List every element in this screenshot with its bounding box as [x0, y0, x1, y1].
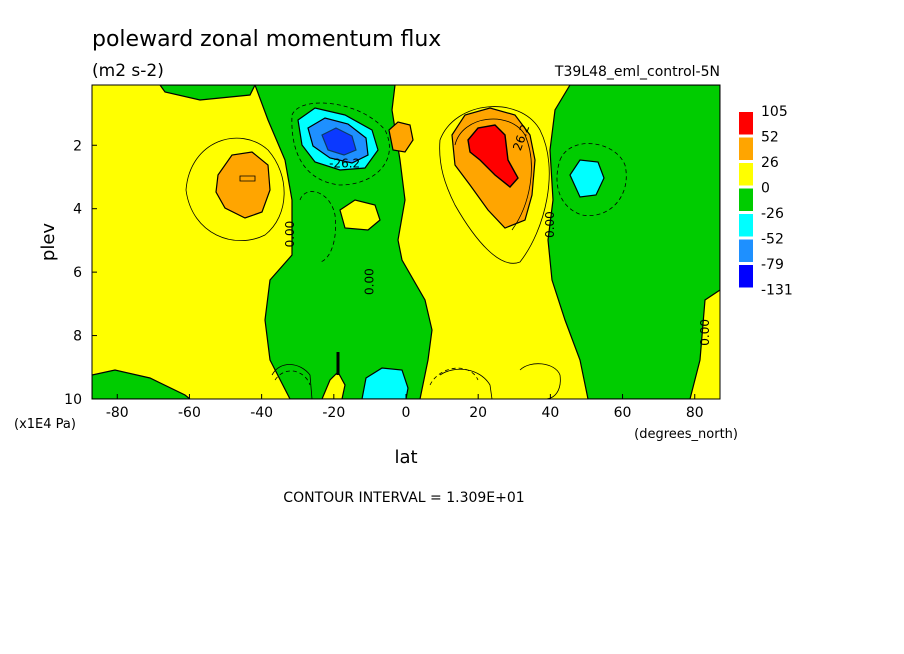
y-axis-units: (x1E4 Pa) [14, 417, 76, 432]
y-tick-label: 2 [73, 138, 82, 154]
colorbar-label: -79 [761, 257, 784, 273]
fill-neg-min-surface [361, 367, 409, 399]
colorbar-label: -131 [761, 283, 793, 299]
x-tick-label: 40 [541, 405, 559, 421]
fill-neg-min-nh [569, 159, 605, 198]
x-tick-label: -40 [250, 405, 273, 421]
fill-neg-region-south [254, 85, 433, 399]
chart-units: (m2 s-2) [92, 61, 164, 81]
contour-label: 0.00 [283, 221, 297, 248]
contour-label: 0.00 [543, 211, 557, 238]
fill-pos-max-sh [215, 151, 271, 219]
fill-pos-island-mid [339, 199, 381, 231]
colorbar-swatch [739, 239, 753, 262]
fill-neg-region-southpole [92, 369, 191, 399]
x-tick-label: -80 [106, 405, 129, 421]
fill-neg-top-strip [159, 85, 256, 101]
y-tick-label: 10 [64, 392, 82, 408]
colorbar-swatch [739, 112, 753, 135]
x-tick-label: 60 [614, 405, 632, 421]
x-tick-label: 80 [686, 405, 704, 421]
x-tick-label: -60 [178, 405, 201, 421]
colorbar-label: 26 [761, 155, 779, 171]
colorbar-swatch [739, 265, 753, 288]
colorbar: 105 52 26 0 -26 -52 -79 -131 [739, 104, 793, 299]
y-tick-label: 4 [73, 202, 82, 218]
y-axis-label: plev [38, 223, 59, 262]
fill-neg-min-sh-core [321, 127, 357, 156]
dataset-label: T39L48_eml_control-5N [554, 64, 720, 80]
contour-fill [92, 85, 720, 399]
colorbar-label: 0 [761, 181, 770, 197]
y-tick-label: 6 [73, 265, 82, 281]
colorbar-label: -52 [761, 232, 784, 248]
colorbar-label: 105 [761, 104, 788, 120]
contour-lines [185, 106, 561, 399]
contour-label: 0.00 [363, 268, 377, 295]
x-tick-label: 20 [469, 405, 487, 421]
x-axis-label: lat [394, 447, 417, 468]
fill-pos-island-low [321, 371, 346, 399]
chart-title: poleward zonal momentum flux [92, 27, 441, 52]
contour-interval: CONTOUR INTERVAL = 1.309E+01 [283, 490, 524, 506]
y-axis: 2 4 6 8 10 [64, 138, 97, 408]
colorbar-label: -26 [761, 206, 784, 222]
colorbar-swatch [739, 214, 753, 237]
x-tick-label: -20 [322, 405, 345, 421]
colorbar-swatch [739, 163, 753, 186]
x-axis: -80 -60 -40 -20 0 20 40 60 80 [106, 394, 704, 421]
y-tick-label: 8 [73, 329, 82, 345]
colorbar-swatch [739, 188, 753, 211]
fill-pos-max-eq [388, 121, 414, 153]
fill-pos-core-nh [467, 124, 519, 188]
contour-label: -26.2 [329, 156, 360, 170]
x-tick-label: 0 [402, 405, 411, 421]
x-axis-units: (degrees_north) [634, 427, 738, 442]
colorbar-swatch [739, 137, 753, 160]
contour-label: 0.00 [698, 319, 712, 346]
contour-lines-negative [274, 102, 627, 386]
colorbar-label: 52 [761, 130, 779, 146]
